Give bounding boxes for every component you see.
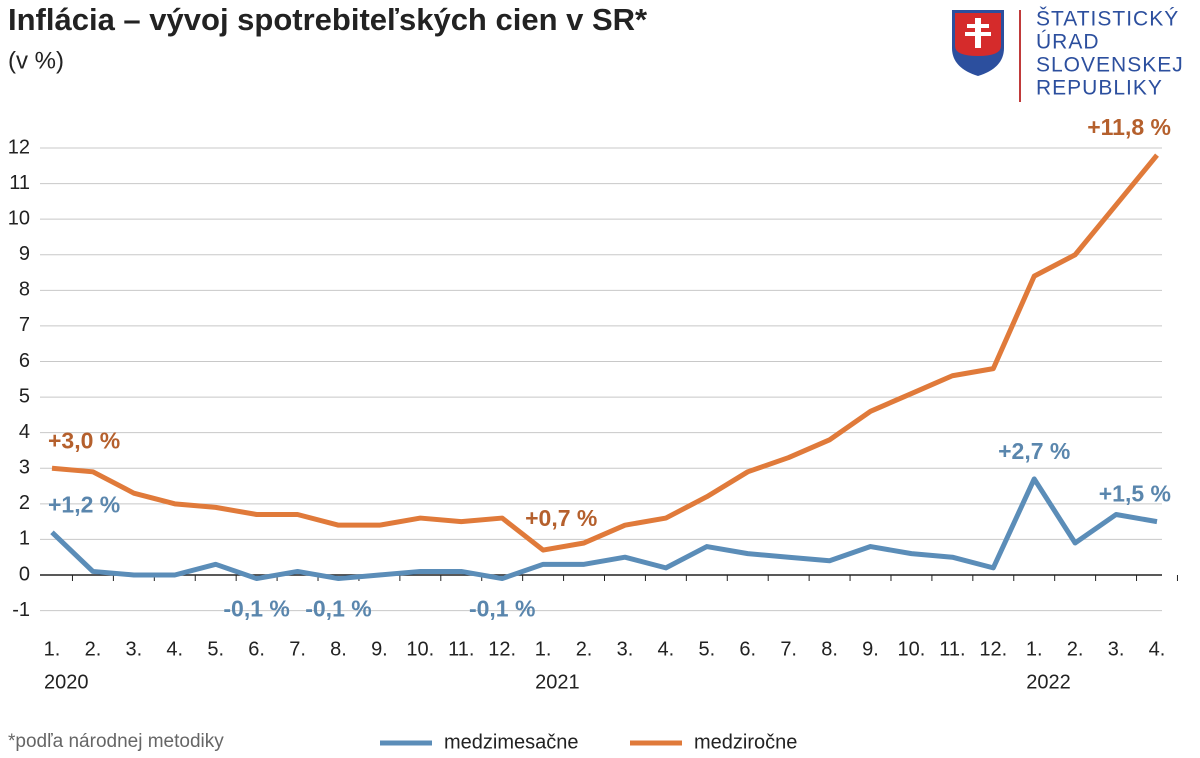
logo — [952, 10, 1021, 102]
data-label: -0,1 % — [469, 596, 535, 622]
x-tick-label: 7. — [289, 638, 306, 660]
x-tick-label: 8. — [330, 638, 347, 660]
x-tick-label: 8. — [821, 638, 838, 660]
x-tick-label: 1. — [44, 638, 61, 660]
data-label: +0,7 % — [525, 505, 597, 531]
data-label: -0,1 % — [223, 596, 289, 622]
data-label: +2,7 % — [998, 438, 1070, 464]
data-label: +1,5 % — [1099, 481, 1171, 507]
y-tick-label: 7 — [19, 314, 30, 336]
y-tick-label: 12 — [8, 136, 30, 158]
x-tick-label: 5. — [207, 638, 224, 660]
y-tick-label: 2 — [19, 492, 30, 514]
year-label: 2022 — [1026, 671, 1071, 693]
x-tick-label: 6. — [248, 638, 265, 660]
x-tick-label: 12. — [488, 638, 516, 660]
x-tick-label: 2. — [1067, 638, 1084, 660]
y-tick-label: 8 — [19, 279, 30, 301]
x-tick-label: 2. — [576, 638, 593, 660]
x-tick-label: 6. — [739, 638, 756, 660]
footnote: *podľa národnej metodiky — [8, 731, 224, 752]
chart-subtitle: (v %) — [8, 47, 64, 74]
year-label: 2020 — [44, 671, 89, 693]
x-tick-label: 1. — [535, 638, 552, 660]
legend-label: medzimesačne — [444, 731, 579, 753]
data-label: +11,8 % — [1087, 114, 1171, 140]
y-tick-label: 10 — [8, 207, 30, 229]
x-tick-label: 11. — [448, 638, 474, 660]
logo-text: REPUBLIKY — [1036, 77, 1163, 100]
x-tick-label: 1. — [1026, 638, 1043, 660]
x-tick-label: 3. — [126, 638, 143, 660]
logo-text: SLOVENSKEJ — [1036, 54, 1184, 77]
y-tick-label: 11 — [9, 172, 30, 194]
x-tick-label: 10. — [898, 638, 926, 660]
x-tick-label: 9. — [371, 638, 388, 660]
y-tick-label: 3 — [19, 457, 30, 479]
x-tick-label: 3. — [617, 638, 634, 660]
data-label: +3,0 % — [48, 427, 120, 453]
x-tick-label: 9. — [862, 638, 879, 660]
y-tick-label: -1 — [12, 599, 30, 621]
logo-text: ŠTATISTICKÝ — [1036, 8, 1179, 31]
y-tick-label: 5 — [19, 385, 30, 407]
year-label: 2021 — [535, 671, 580, 693]
series-line — [50, 476, 1158, 582]
x-tick-label: 4. — [166, 638, 183, 660]
x-tick-label: 12. — [979, 638, 1007, 660]
y-tick-label: 6 — [19, 350, 30, 372]
legend-label: medziročne — [694, 731, 797, 753]
series-line — [51, 153, 1159, 553]
y-tick-label: 4 — [19, 421, 30, 443]
x-tick-label: 10. — [406, 638, 434, 660]
y-tick-label: 0 — [19, 563, 30, 585]
x-tick-label: 7. — [780, 638, 797, 660]
logo-text: ÚRAD — [1036, 31, 1100, 54]
logo-cross — [965, 18, 991, 48]
x-tick-label: 4. — [658, 638, 675, 660]
y-tick-label: 9 — [19, 243, 30, 265]
data-label: -0,1 % — [305, 596, 371, 622]
chart-title: Inflácia – vývoj spotrebiteľských cien v… — [8, 2, 648, 37]
x-tick-label: 5. — [698, 638, 715, 660]
data-label: +1,2 % — [48, 491, 120, 517]
x-tick-label: 3. — [1108, 638, 1125, 660]
x-tick-label: 11. — [939, 638, 965, 660]
y-tick-label: 1 — [19, 528, 30, 550]
x-tick-label: 2. — [85, 638, 102, 660]
x-tick-label: 4. — [1149, 638, 1166, 660]
